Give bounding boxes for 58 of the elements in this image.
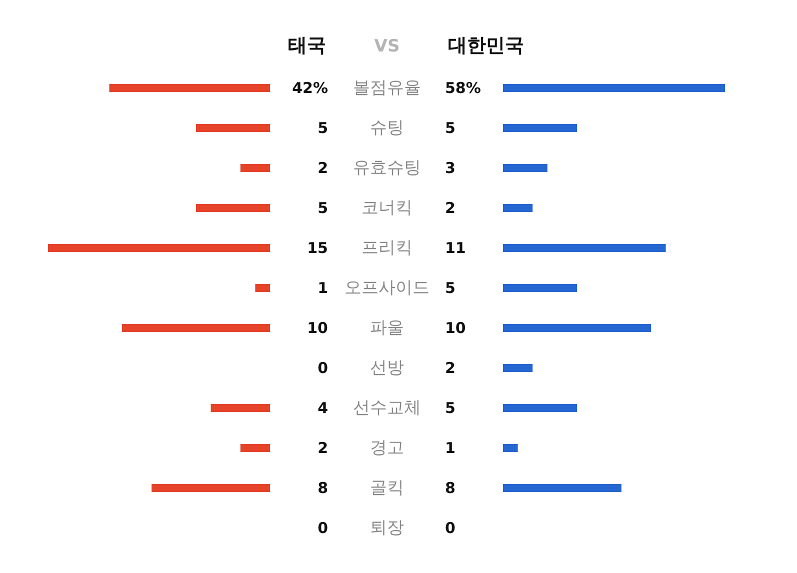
bar	[240, 444, 270, 452]
bar	[503, 404, 577, 412]
y-tick-label: 경고	[370, 438, 404, 458]
bar	[503, 364, 533, 372]
data-label: 4	[318, 399, 328, 417]
bar	[503, 484, 622, 492]
data-label: 0	[445, 519, 456, 537]
data-label: 5	[318, 119, 328, 137]
bar	[152, 484, 270, 492]
bar	[196, 124, 270, 132]
y-tick-label: 골킥	[370, 478, 404, 498]
data-label: 0	[318, 519, 328, 537]
data-label: 3	[445, 159, 456, 177]
bar	[503, 204, 533, 212]
data-label: 0	[318, 359, 328, 377]
data-label: 42%	[292, 79, 328, 97]
data-label: 1	[318, 279, 328, 297]
data-label: 58%	[445, 79, 481, 97]
bar	[210, 404, 270, 412]
y-tick-label: 퇴장	[370, 518, 404, 538]
series-label: 대한민국	[448, 34, 524, 56]
bar	[503, 324, 651, 332]
data-label: 5	[445, 119, 456, 137]
y-tick-label: 유효슈팅	[353, 158, 421, 178]
bar	[503, 124, 577, 132]
y-tick-label: 프리킥	[362, 238, 412, 258]
data-label: 5	[445, 279, 456, 297]
data-label: 10	[445, 319, 466, 337]
series-label: 태국	[288, 34, 326, 56]
data-label: 15	[307, 239, 328, 257]
bar	[503, 244, 666, 252]
bar	[122, 324, 270, 332]
y-tick-label: 코너킥	[362, 198, 412, 218]
bar	[255, 284, 270, 292]
data-label: 11	[445, 239, 466, 257]
data-label: 10	[307, 319, 328, 337]
data-label: 5	[318, 199, 328, 217]
data-label: 5	[445, 399, 456, 417]
text: VS	[374, 36, 400, 56]
y-tick-label: 선방	[370, 358, 404, 378]
bar	[503, 164, 548, 172]
y-tick-label: 파울	[370, 318, 404, 338]
y-tick-label: 선수교체	[353, 398, 421, 418]
bar	[503, 284, 577, 292]
bar	[503, 444, 518, 452]
data-label: 2	[445, 199, 456, 217]
y-tick-label: 볼점유율	[353, 78, 421, 98]
data-label: 2	[318, 159, 328, 177]
bar	[196, 204, 270, 212]
y-tick-label: 오프사이드	[344, 278, 430, 298]
bar	[240, 164, 270, 172]
bar	[48, 244, 270, 252]
data-label: 8	[445, 479, 456, 497]
data-label: 8	[318, 479, 328, 497]
data-label: 2	[318, 439, 328, 457]
y-tick-label: 슈팅	[370, 118, 404, 138]
data-label: 1	[445, 439, 456, 457]
data-label: 2	[445, 359, 456, 377]
